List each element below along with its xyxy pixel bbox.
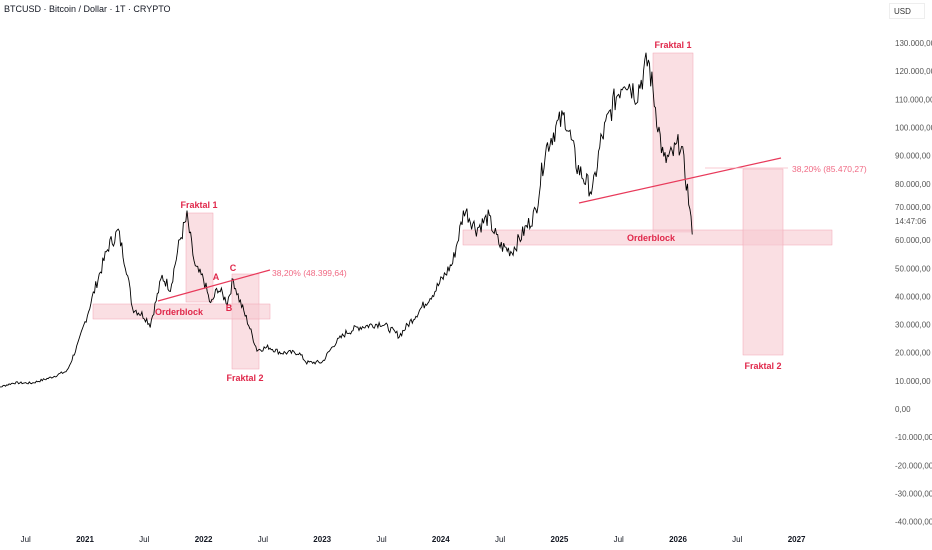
x-tick-label: Jul [21, 535, 31, 544]
fraktal2-right-zone [742, 168, 784, 356]
trendline-right[interactable] [578, 157, 782, 204]
y-tick-label: 60.000,00 [895, 236, 931, 245]
point-c-label: C [230, 263, 237, 273]
orderblock-left-label: Orderblock [155, 307, 204, 317]
x-tick-label: Jul [376, 535, 386, 544]
y-tick-label: 50.000,00 [895, 264, 931, 273]
y-tick-label: 110.000,00 [895, 95, 932, 104]
x-tick-label: Jul [258, 535, 268, 544]
x-tick-label: 2023 [313, 535, 331, 544]
y-tick-label: 120.000,00 [895, 67, 932, 76]
fraktal2-left-zone [231, 273, 260, 370]
y-tick-label: 130.000,00 [895, 39, 932, 48]
x-tick-label: 2022 [195, 535, 213, 544]
trendline-left[interactable] [157, 269, 271, 302]
point-a-label: A [213, 272, 220, 282]
fraktal1-left-label: Fraktal 1 [180, 200, 217, 210]
symbol-title: BTCUSD · Bitcoin / Dollar · 1T · CRYPTO [4, 4, 171, 14]
x-tick-label: 2024 [432, 535, 450, 544]
x-tick-label: Jul [732, 535, 742, 544]
y-tick-label: 0,00 [895, 405, 911, 414]
y-tick-label: -20.000,00 [895, 461, 932, 470]
x-tick-label: Jul [139, 535, 149, 544]
price-line [0, 52, 693, 388]
orderblock-right-zone [462, 229, 833, 246]
y-tick-label: 70.000,00 [895, 203, 931, 212]
fraktal1-left-zone [185, 212, 214, 303]
y-tick-label: -30.000,00 [895, 489, 932, 498]
y-tick-label: 20.000,00 [895, 349, 931, 358]
currency-button[interactable]: USD [889, 3, 925, 19]
x-tick-label: Jul [495, 535, 505, 544]
point-b-label: B [226, 303, 233, 313]
y-tick-label: 30.000,00 [895, 321, 931, 330]
x-tick-label: 2025 [551, 535, 569, 544]
orderblock-right-label: Orderblock [627, 233, 676, 243]
x-tick-label: 2026 [669, 535, 687, 544]
fraktal2-left-label: Fraktal 2 [226, 373, 263, 383]
y-tick-label: -40.000,00 [895, 518, 932, 527]
y-tick-label: 90.000,00 [895, 152, 931, 161]
x-tick-label: Jul [614, 535, 624, 544]
fraktal1-right-zone [652, 52, 694, 233]
fraktal1-right-label: Fraktal 1 [654, 40, 691, 50]
fib-left-label: 38,20% (48.399,64) [272, 268, 347, 278]
fib-right-label: 38,20% (85.470,27) [792, 164, 867, 174]
y-tick-label: 40.000,00 [895, 292, 931, 301]
y-tick-label: 100.000,00 [895, 124, 932, 133]
x-tick-label: 2027 [788, 535, 806, 544]
fraktal2-right-label: Fraktal 2 [744, 361, 781, 371]
y-tick-label: 10.000,00 [895, 377, 931, 386]
countdown-label: 14:47:06 [895, 217, 927, 226]
y-tick-label: 80.000,00 [895, 180, 931, 189]
x-tick-label: 2021 [76, 535, 94, 544]
y-tick-label: -10.000,00 [895, 433, 932, 442]
